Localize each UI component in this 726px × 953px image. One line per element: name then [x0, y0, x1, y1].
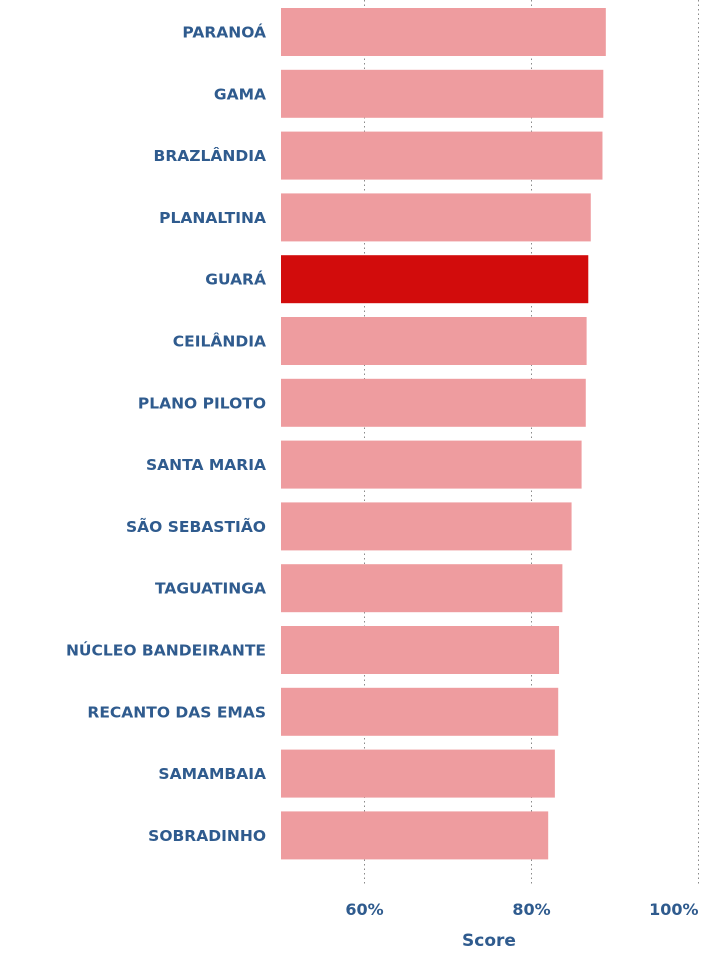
category-label-8: SÃO SEBASTIÃO [126, 517, 266, 536]
category-label-9: TAGUATINGA [155, 580, 266, 598]
x-tick-label-0: 60% [345, 900, 383, 919]
category-label-6: PLANO PILOTO [138, 394, 266, 412]
category-label-13: SOBRADINHO [148, 827, 266, 845]
x-axis-ticks: 60% 80% 100% [345, 900, 698, 919]
category-labels: PARANOÁ GAMA BRAZLÂNDIA PLANALTINA GUARÁ CEIL… [66, 23, 266, 845]
category-label-0: PARANOÁ [182, 23, 266, 42]
category-label-3: PLANALTINA [159, 209, 266, 227]
category-label-5: CEILÂNDIA [173, 332, 266, 351]
bar-4 [281, 255, 589, 304]
bar-0 [281, 8, 606, 56]
bar-8 [281, 502, 572, 551]
x-tick-label-1: 80% [512, 900, 550, 919]
bar-2 [281, 131, 603, 180]
bars [281, 8, 606, 860]
category-label-10: NÚCLEO BANDEIRANTE [66, 641, 266, 660]
bar-5 [281, 317, 587, 365]
category-label-1: GAMA [214, 85, 266, 103]
category-label-11: RECANTO DAS EMAS [87, 703, 266, 721]
bar-13 [281, 811, 549, 860]
category-label-4: GUARÁ [205, 270, 266, 289]
category-label-7: SANTA MARIA [146, 456, 266, 474]
bar-9 [281, 564, 563, 613]
bar-7 [281, 440, 582, 489]
x-axis-title: Score [462, 931, 516, 951]
bar-1 [281, 69, 604, 118]
x-tick-label-2: 100% [649, 900, 698, 919]
bar-10 [281, 626, 560, 674]
category-label-2: BRAZLÂNDIA [154, 146, 266, 165]
bar-3 [281, 193, 591, 242]
category-label-12: SAMAMBAIA [158, 765, 266, 783]
bar-6 [281, 378, 586, 427]
bar-12 [281, 749, 555, 798]
bar-11 [281, 687, 559, 736]
